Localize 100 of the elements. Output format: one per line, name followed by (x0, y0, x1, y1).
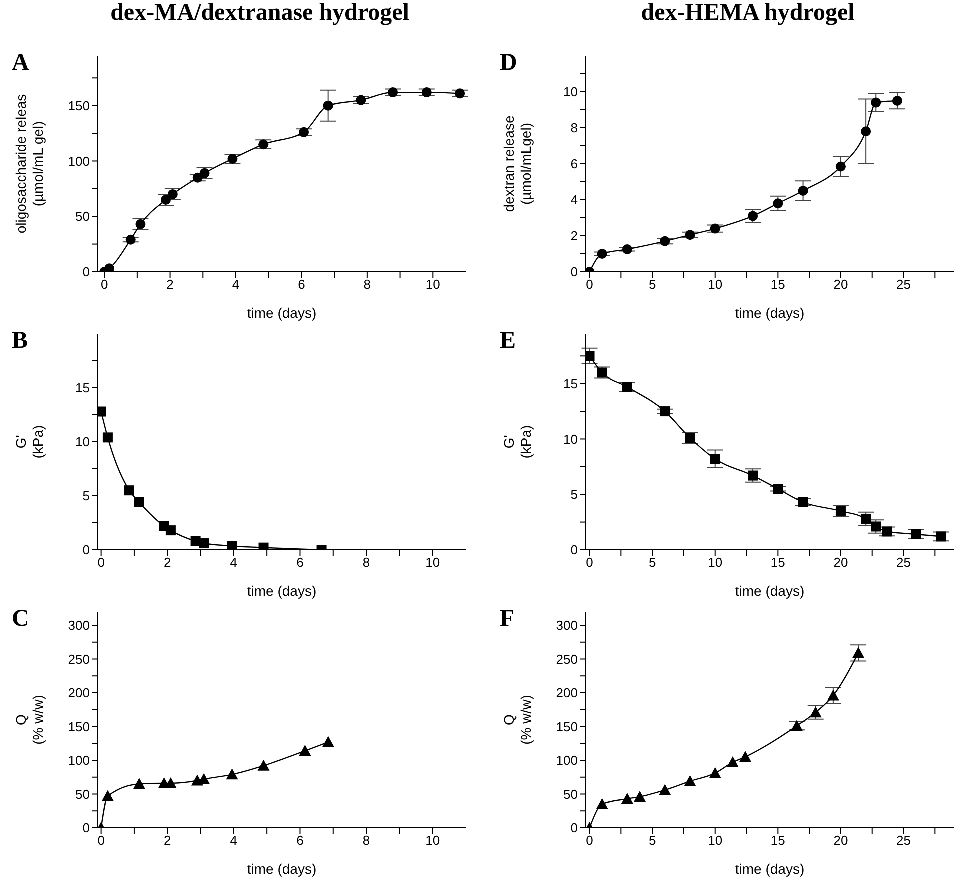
point (356, 95, 366, 106)
x-tick-label: 6 (296, 555, 304, 570)
point (622, 382, 632, 392)
point (685, 433, 696, 444)
point (710, 224, 720, 234)
x-tick-label: 25 (896, 277, 911, 292)
point (791, 720, 804, 732)
x-axis-title: time (days) (247, 305, 317, 321)
point (322, 736, 334, 748)
y-tick-label: 2 (570, 228, 578, 244)
x-tick-label: 2 (164, 833, 172, 848)
point (455, 88, 466, 99)
y-tick-label: 100 (68, 154, 90, 169)
y-tick-label: 50 (564, 786, 578, 802)
x-tick-label: 15 (770, 277, 786, 292)
point (134, 497, 144, 508)
point (597, 368, 608, 378)
point (634, 790, 646, 802)
point (226, 768, 238, 780)
y-tick-label: 4 (570, 192, 578, 208)
y-tick-label: 250 (68, 652, 90, 667)
y-axis-title: G' (kPa) (13, 425, 46, 459)
x-tick-label: 0 (100, 277, 108, 292)
text: A (12, 50, 30, 77)
y-tick-label: 15 (564, 376, 578, 392)
x-tick-label: 25 (896, 833, 911, 848)
x-tick-label: 10 (426, 555, 440, 570)
x-tick-label: 8 (364, 277, 372, 292)
y-tick-label: 50 (76, 786, 90, 802)
y-tick-label: 0 (570, 542, 578, 558)
y-tick-label: 6 (570, 156, 578, 172)
text: C (12, 606, 30, 633)
x-tick-label: 5 (648, 833, 656, 848)
y-tick-label: 200 (556, 686, 578, 701)
point (911, 529, 922, 540)
y-tick-label: 0 (570, 264, 578, 280)
y-tick-label: 10 (564, 84, 578, 100)
point (773, 484, 784, 494)
point (102, 432, 113, 443)
x-axis-title: time (days) (247, 583, 317, 599)
point (586, 351, 595, 362)
y-tick-label: 150 (68, 719, 90, 734)
x-tick-label: 2 (164, 555, 172, 570)
point (422, 88, 432, 98)
point (199, 538, 210, 549)
x-tick-label: 5 (648, 277, 656, 292)
point (597, 249, 608, 259)
y-tick-label: 300 (68, 618, 90, 634)
x-tick-label: 15 (770, 833, 786, 848)
x-tick-label: 10 (708, 277, 723, 292)
point (133, 778, 146, 790)
point (136, 219, 146, 230)
y-tick-label: 100 (556, 753, 578, 768)
x-tick-label: 4 (230, 555, 238, 570)
chart-title: dex-HEMA hydrogel (640, 0, 856, 28)
point (798, 497, 808, 508)
x-tick-label: 10 (426, 277, 440, 292)
point (882, 526, 892, 537)
x-tick-label: 10 (708, 833, 723, 848)
point (660, 236, 670, 246)
x-tick-label: 8 (362, 833, 370, 848)
y-tick-label: 150 (556, 719, 578, 734)
point (740, 751, 752, 762)
y-tick-label: 300 (556, 618, 578, 634)
x-axis-title: time (days) (735, 305, 805, 321)
point (861, 126, 872, 137)
x-tick-label: 10 (426, 833, 440, 848)
point (836, 162, 846, 172)
point (892, 96, 902, 106)
y-tick-label: 200 (68, 686, 90, 701)
y-tick-label: 150 (68, 98, 90, 114)
y-tick-label: 15 (76, 380, 90, 396)
point (258, 140, 269, 150)
point (161, 195, 172, 205)
point (102, 790, 114, 802)
x-tick-label: 10 (708, 555, 723, 570)
chart-title: dex-MA/dextranase hydrogel (110, 0, 410, 28)
x-tick-label: 20 (834, 833, 848, 848)
point (836, 506, 846, 516)
point (936, 532, 946, 542)
y-tick-label: 0 (82, 820, 90, 836)
y-tick-label: 10 (76, 434, 90, 450)
x-tick-label: 6 (296, 833, 304, 848)
x-tick-label: 6 (298, 277, 306, 292)
x-tick-label: 8 (362, 555, 370, 570)
point (166, 526, 176, 536)
point (299, 745, 312, 756)
y-tick-label: 5 (82, 488, 90, 504)
point (660, 406, 670, 417)
point (124, 486, 134, 496)
point (104, 264, 114, 272)
text: D (500, 50, 518, 77)
x-axis-title: time (days) (247, 861, 317, 877)
y-axis-title: dextran release (µmol/mLgel) (501, 116, 534, 212)
point (622, 244, 632, 254)
y-axis-title: G' (kPa) (501, 425, 534, 459)
point (168, 189, 178, 200)
x-tick-label: 5 (648, 555, 656, 570)
y-tick-label: 0 (570, 820, 578, 836)
point (685, 230, 696, 240)
